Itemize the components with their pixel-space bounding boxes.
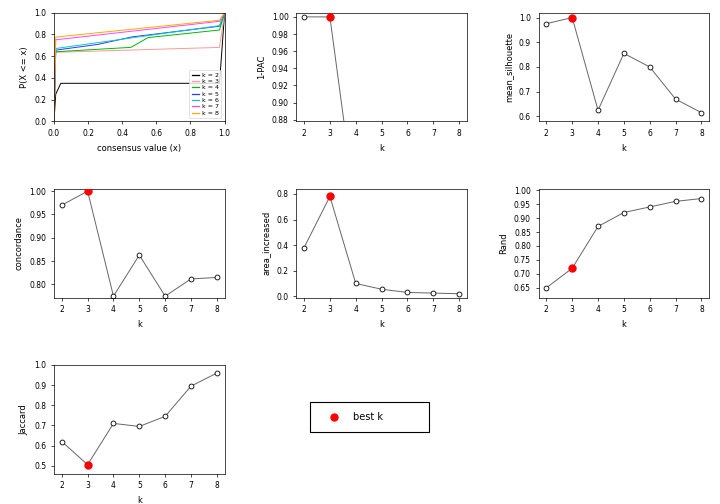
Y-axis label: concordance: concordance bbox=[15, 216, 24, 270]
Y-axis label: area_increased: area_increased bbox=[262, 211, 271, 275]
X-axis label: k: k bbox=[621, 320, 626, 329]
Y-axis label: 1-PAC: 1-PAC bbox=[257, 55, 266, 79]
Legend: k = 2, k = 3, k = 4, k = 5, k = 6, k = 7, k = 8: k = 2, k = 3, k = 4, k = 5, k = 6, k = 7… bbox=[189, 70, 222, 118]
X-axis label: k: k bbox=[621, 144, 626, 153]
X-axis label: k: k bbox=[137, 496, 142, 504]
X-axis label: consensus value (x): consensus value (x) bbox=[97, 144, 181, 153]
Text: best k: best k bbox=[353, 412, 382, 422]
X-axis label: k: k bbox=[379, 320, 384, 329]
X-axis label: k: k bbox=[137, 320, 142, 329]
Y-axis label: Rand: Rand bbox=[500, 232, 508, 254]
X-axis label: k: k bbox=[379, 144, 384, 153]
Bar bbox=[310, 402, 429, 432]
Y-axis label: Jaccard: Jaccard bbox=[19, 404, 29, 435]
Y-axis label: P(X <= x): P(X <= x) bbox=[19, 46, 29, 88]
Y-axis label: mean_silhouette: mean_silhouette bbox=[504, 32, 513, 102]
